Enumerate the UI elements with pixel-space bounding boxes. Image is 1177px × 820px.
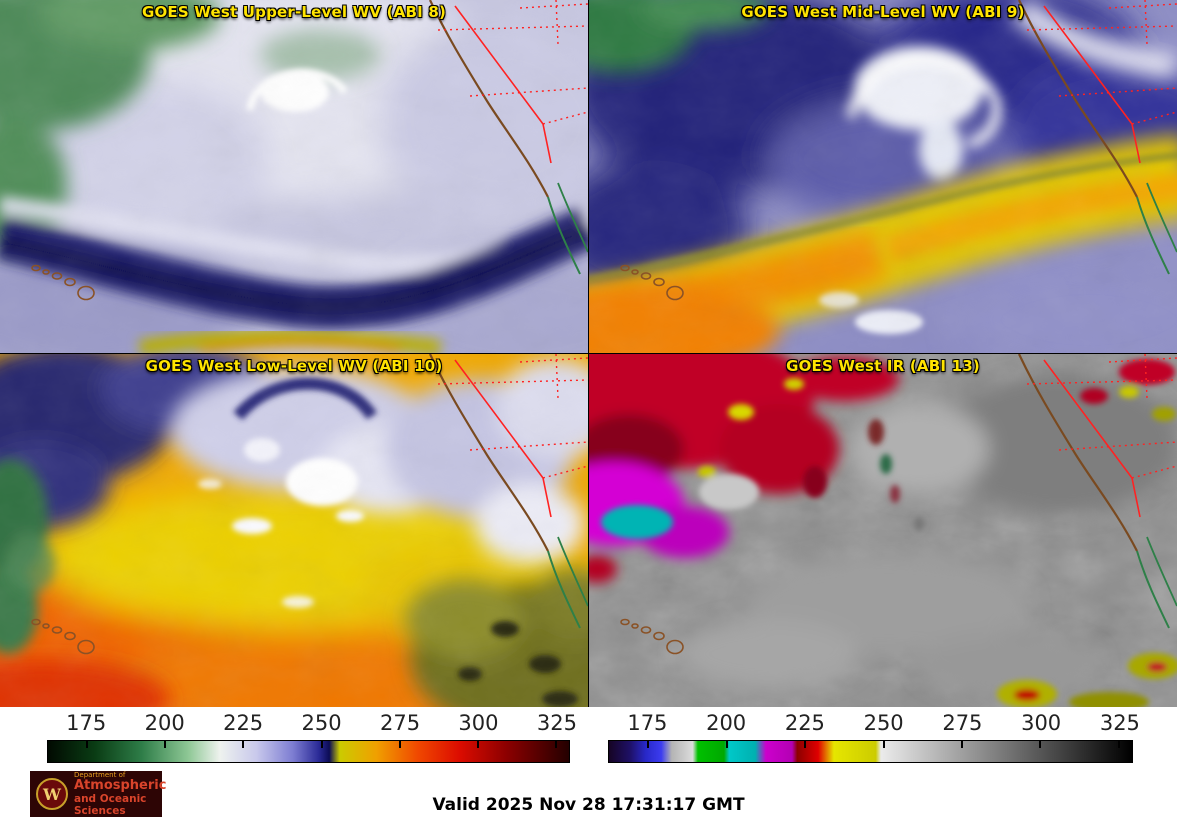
colorbar-tick-mark	[242, 741, 245, 748]
aos-department-logo[interactable]: W Department of Atmospheric and Oceanic …	[30, 771, 166, 817]
colorbar-tick-mark	[398, 741, 401, 748]
logo-dept-name-line2: and Oceanic Sciences	[74, 792, 147, 818]
colorbar-tick-mark	[320, 741, 323, 748]
colorbar-tick-label: 200	[144, 711, 185, 735]
uw-crest-icon: W	[36, 778, 68, 810]
map-overlay	[620, 354, 1177, 655]
colorbar-tick-mark	[725, 741, 728, 748]
ir-imagery	[589, 354, 1177, 707]
ir-colorbar-labels: 175 200 225 250 275 300 325	[608, 707, 1140, 740]
colorbar-tick-mark	[804, 741, 807, 748]
colorbar-tick-mark	[1117, 741, 1120, 748]
wv-colorbar: 175 200 225 250 275 300 325	[47, 707, 577, 765]
colorbar-tick-mark	[476, 741, 479, 748]
valid-time-label: Valid 2025 Nov 28 17:31:17 GMT	[432, 795, 745, 815]
ir-colorbar: 175 200 225 250 275 300 325	[608, 707, 1140, 765]
mid-level-wv-imagery	[589, 0, 1177, 353]
logo-dept-prefix: Department of	[74, 770, 126, 779]
colorbar-tick-label: 300	[458, 711, 499, 735]
colorbar-tick-mark	[882, 741, 885, 748]
panel-ir: GOES West IR (ABI 13)	[589, 354, 1177, 707]
colorbar-tick-mark	[1039, 741, 1042, 748]
colorbar-tick-label: 250	[863, 711, 904, 735]
panel-upper-level-wv: GOES West Upper-Level WV (ABI 8)	[0, 0, 588, 353]
panel-mid-level-wv: GOES West Mid-Level WV (ABI 9)	[589, 0, 1177, 353]
colorbar-tick-mark	[554, 741, 557, 748]
colorbar-tick-label: 175	[627, 711, 668, 735]
colorbar-tick-mark	[647, 741, 650, 748]
map-overlay	[31, 354, 588, 655]
colorbar-tick-label: 250	[301, 711, 342, 735]
panel-low-level-wv: GOES West Low-Level WV (ABI 10)	[0, 354, 588, 707]
low-level-wv-imagery	[0, 354, 588, 707]
colorbar-tick-label: 325	[536, 711, 577, 735]
logo-dept-name-line1: Atmospheric	[74, 778, 167, 794]
wv-colorbar-labels: 175 200 225 250 275 300 325	[47, 707, 577, 740]
map-overlay	[31, 0, 588, 301]
colorbar-tick-label: 200	[706, 711, 747, 735]
logo-text: Department of Atmospheric and Oceanic Sc…	[74, 771, 166, 817]
colorbar-tick-label: 175	[66, 711, 107, 735]
colorbar-tick-label: 325	[1099, 711, 1140, 735]
colorbar-tick-mark	[164, 741, 167, 748]
ir-colorbar-gradient	[608, 740, 1133, 763]
colorbar-tick-label: 275	[942, 711, 983, 735]
colorbar-tick-label: 300	[1021, 711, 1062, 735]
upper-level-wv-imagery	[0, 0, 588, 353]
colorbar-tick-mark	[961, 741, 964, 748]
satellite-grid: GOES West Upper-Level WV (ABI 8)	[0, 0, 1177, 707]
wv-colorbar-gradient	[47, 740, 570, 763]
colorbar-tick-label: 225	[223, 711, 264, 735]
colorbar-tick-label: 225	[784, 711, 825, 735]
colorbar-tick-label: 275	[379, 711, 421, 735]
crest-letter: W	[43, 784, 61, 804]
colorbar-tick-mark	[86, 741, 89, 748]
map-overlay	[620, 0, 1177, 301]
